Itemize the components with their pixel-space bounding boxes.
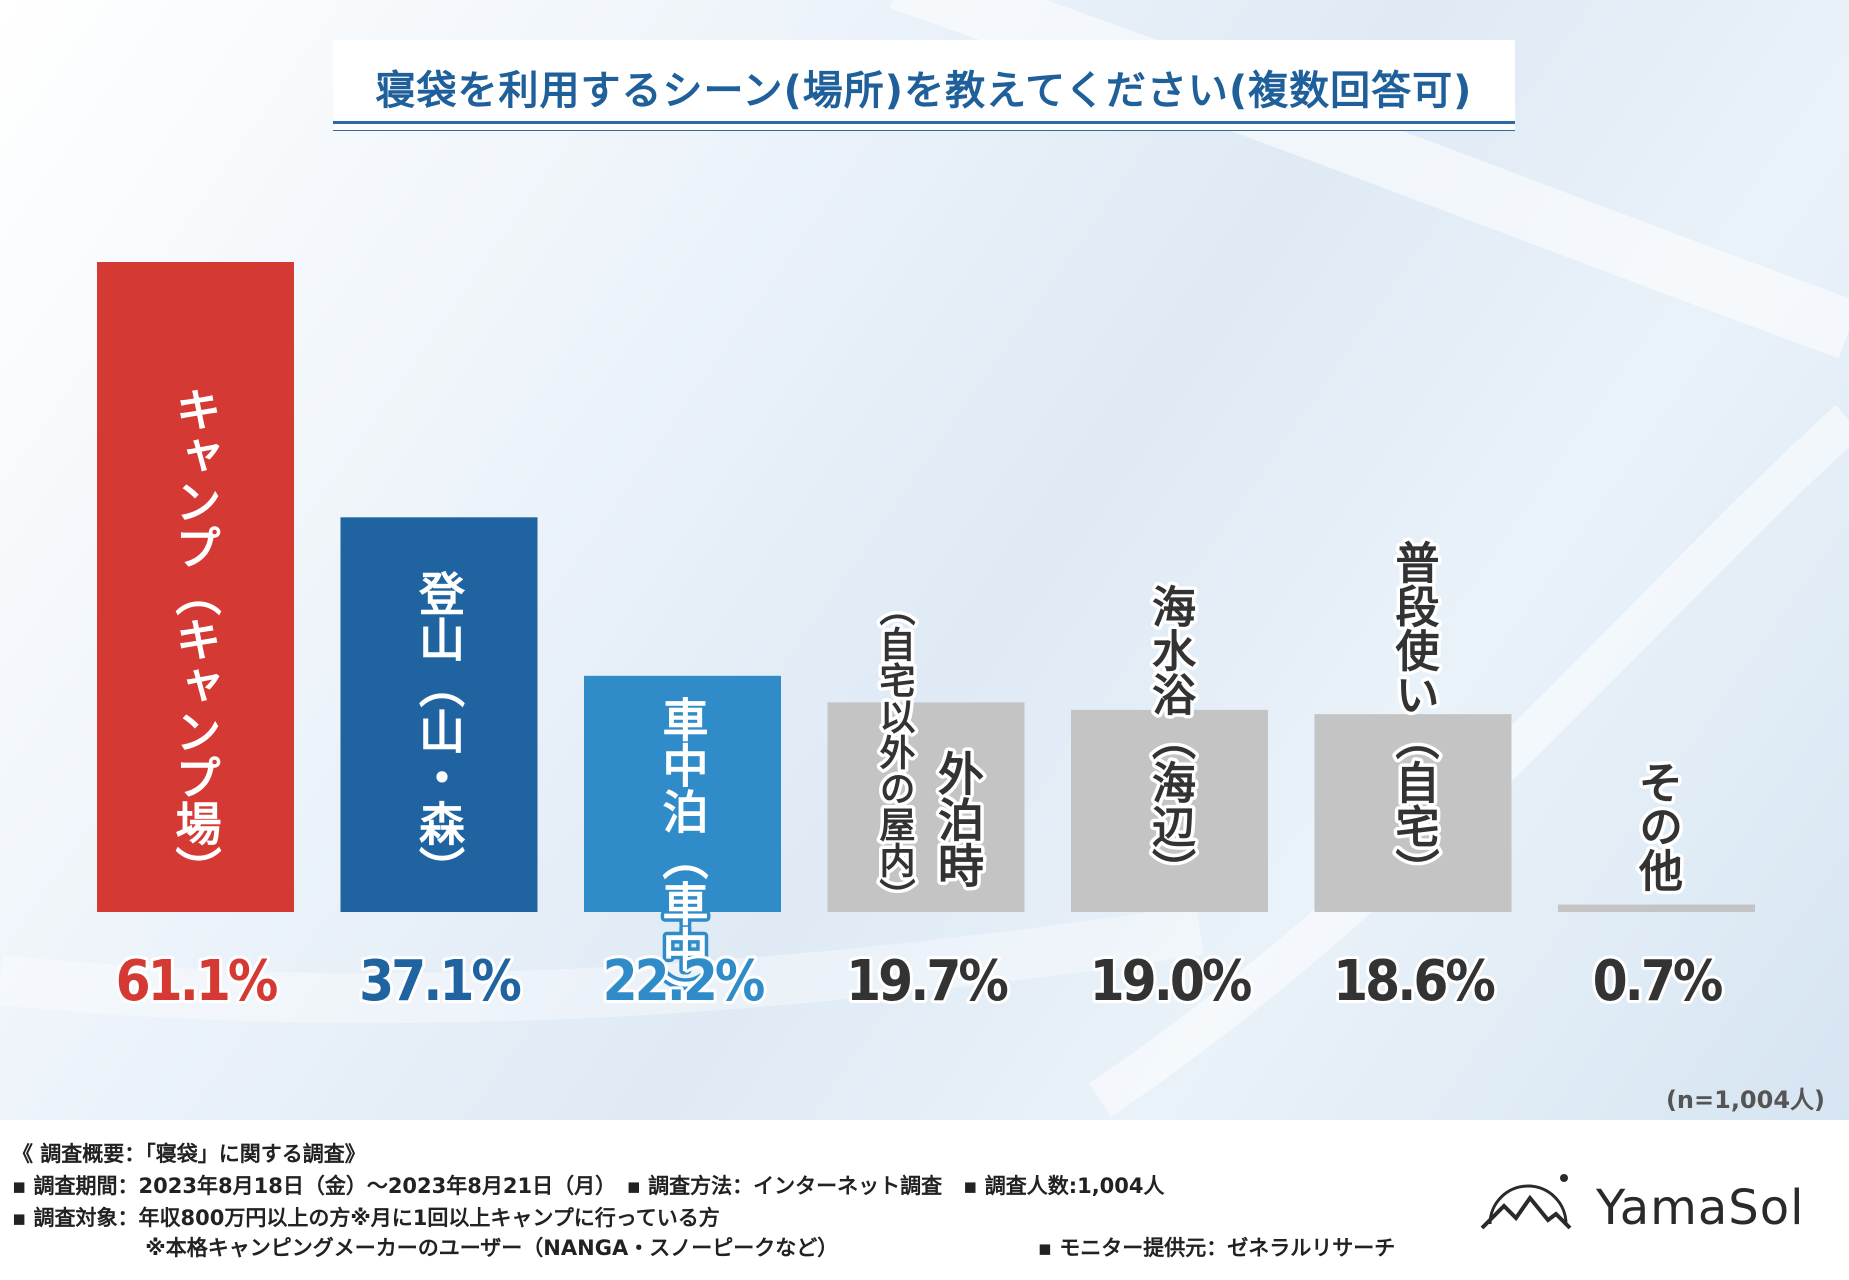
chart-title-box: 寝袋を利用するシーン(場所)を教えてください(複数回答可) xyxy=(333,40,1515,130)
category-label-3: 車中泊（車中） xyxy=(656,696,710,1018)
survey-footer: 《 調査概要：「寝袋」に関する調査》 ▪ 調査期間：2023年8月18日（金）～… xyxy=(0,1120,1849,1280)
category-label-7: その他 xyxy=(1631,760,1684,892)
bar-chart: キャンプ（キャンプ場） 61.1% 登山（山・森） 37.1% 車中泊（車中）22.2%… xyxy=(97,262,1755,1021)
category-label-5: 海水浴（海辺） xyxy=(1144,584,1196,892)
mountain-logo-icon xyxy=(1480,1174,1572,1230)
value-label-7: 0.7% xyxy=(1593,949,1722,1014)
chart-title: 寝袋を利用するシーン(場所)を教えてください(複数回答可) xyxy=(375,68,1473,114)
category-label-2: 登山（山・森） xyxy=(412,570,466,892)
bar-4 xyxy=(827,702,1025,912)
bar-5 xyxy=(1071,709,1268,912)
footer-survey-target: ▪ 調査対象：年収800万円以上の方※月に1回以上キャンプに行っている方 xyxy=(12,1206,720,1230)
footer-survey-period: ▪ 調査期間：2023年8月18日（金）～2023年8月21日（月） ▪ 調査方… xyxy=(12,1174,1165,1198)
value-label-1: 61.1% xyxy=(116,949,277,1014)
bar-6 xyxy=(1314,714,1512,912)
category-label-1: キャンプ（キャンプ場） xyxy=(169,386,223,892)
category-label-4: 外泊時 xyxy=(931,750,985,888)
value-label-5: 19.0% xyxy=(1090,949,1251,1014)
value-label-3: 22.2% xyxy=(603,949,764,1014)
title-underline xyxy=(333,121,1515,124)
value-label-2: 37.1% xyxy=(359,949,520,1014)
bar-3 xyxy=(584,675,781,912)
sample-size-note: (n=1,004人) xyxy=(1665,1086,1825,1114)
category-label-4-sub: （自宅以外の屋内） xyxy=(874,590,916,914)
logo-text: YamaSol xyxy=(1596,1180,1805,1236)
value-label-6: 18.6% xyxy=(1333,949,1494,1014)
bar-2 xyxy=(340,517,538,912)
yamasol-logo: YamaSol xyxy=(1468,1162,1828,1242)
value-label-4: 19.7% xyxy=(846,949,1007,1014)
footer-survey-note: ※本格キャンピングメーカーのユーザー（NANGA・スノーピークなど） ▪ モニタ… xyxy=(12,1236,1396,1260)
title-underline-thin xyxy=(333,130,1515,131)
footer-summary-heading: 《 調査概要：「寝袋」に関する調査》 xyxy=(12,1142,366,1166)
bar-1 xyxy=(97,262,294,912)
category-label-6: 普段使い（自宅） xyxy=(1388,540,1440,892)
bar-7 xyxy=(1558,904,1755,912)
